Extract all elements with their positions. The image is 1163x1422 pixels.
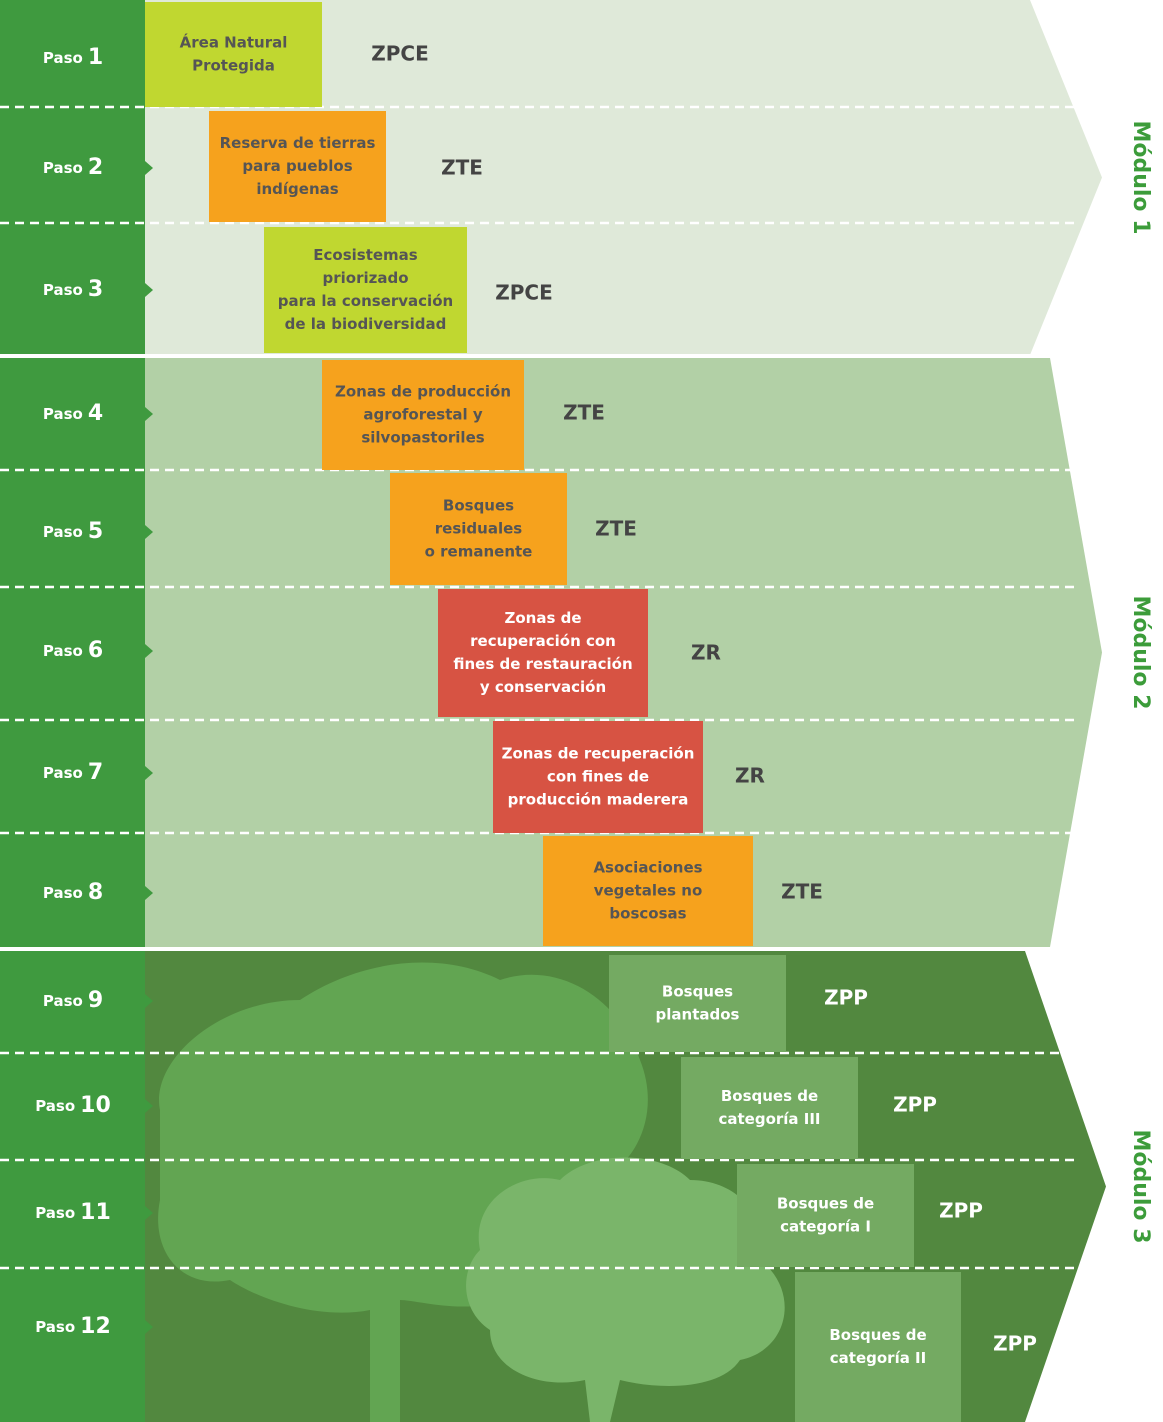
zone-text: Zonas de bbox=[504, 609, 581, 627]
zone-text: agroforestal y bbox=[363, 406, 483, 424]
zone-box bbox=[681, 1057, 858, 1159]
step-label: Paso 8 bbox=[43, 880, 103, 905]
step-word: Paso bbox=[43, 523, 83, 541]
zone-box bbox=[795, 1272, 961, 1422]
zone-text: residuales bbox=[435, 520, 522, 538]
zone-text: o remanente bbox=[425, 543, 533, 561]
step-label: Paso 7 bbox=[43, 760, 103, 785]
step-label: Paso 12 bbox=[35, 1314, 111, 1339]
step-word: Paso bbox=[43, 405, 83, 423]
zone-text: priorizado bbox=[322, 269, 408, 287]
step-label: Paso 3 bbox=[43, 277, 103, 302]
module-label: Módulo 2 bbox=[1128, 595, 1153, 709]
step-number: 4 bbox=[88, 401, 103, 426]
zone-text: con fines de bbox=[547, 768, 649, 786]
zone-text: categoría III bbox=[718, 1110, 820, 1128]
zone-text: Protegida bbox=[192, 57, 275, 75]
zone-text: para la conservación bbox=[278, 292, 453, 310]
zone-text: para pueblos bbox=[242, 157, 352, 175]
zone-box bbox=[609, 955, 786, 1052]
step-word: Paso bbox=[43, 764, 83, 782]
zone-text: y conservación bbox=[480, 678, 606, 696]
step-label: Paso 6 bbox=[43, 638, 103, 663]
step-label: Paso 10 bbox=[35, 1093, 111, 1118]
zone-text: producción maderera bbox=[508, 791, 689, 809]
step-label: Paso 5 bbox=[43, 519, 103, 544]
step-word: Paso bbox=[43, 49, 83, 67]
step-label: Paso 4 bbox=[43, 401, 103, 426]
step-word: Paso bbox=[35, 1318, 75, 1336]
step-word: Paso bbox=[43, 281, 83, 299]
step-number: 7 bbox=[88, 760, 103, 785]
zone-code: ZPP bbox=[993, 1332, 1037, 1356]
zone-text: Zonas de recuperación bbox=[502, 745, 695, 763]
zone-code: ZR bbox=[691, 641, 721, 665]
step-label: Paso 9 bbox=[43, 988, 103, 1013]
zone-text: Bosques de bbox=[829, 1326, 926, 1344]
module-label: Módulo 3 bbox=[1128, 1129, 1153, 1243]
module-label: Módulo 1 bbox=[1128, 120, 1153, 234]
zone-code: ZPP bbox=[824, 986, 868, 1010]
step-number: 8 bbox=[88, 880, 103, 905]
zone-text: categoría I bbox=[780, 1218, 871, 1236]
zone-code: ZTE bbox=[595, 517, 637, 541]
step-number: 12 bbox=[80, 1314, 111, 1339]
step-word: Paso bbox=[43, 884, 83, 902]
zone-text: vegetales no bbox=[594, 882, 703, 900]
step-word: Paso bbox=[43, 159, 83, 177]
zone-text: de la biodiversidad bbox=[285, 315, 447, 333]
zone-text: Bosques bbox=[443, 497, 514, 515]
zone-code: ZPP bbox=[893, 1093, 937, 1117]
zone-text: Bosques de bbox=[777, 1195, 874, 1213]
zone-text: plantados bbox=[656, 1006, 740, 1024]
step-word: Paso bbox=[43, 642, 83, 660]
zone-text: silvopastoriles bbox=[361, 429, 484, 447]
step-label: Paso 1 bbox=[43, 45, 103, 70]
zone-code: ZR bbox=[735, 764, 765, 788]
zone-code: ZTE bbox=[781, 880, 823, 904]
step-number: 2 bbox=[88, 155, 103, 180]
zone-text: Zonas de producción bbox=[335, 383, 511, 401]
step-label: Paso 11 bbox=[35, 1200, 111, 1225]
zone-text: Área Natural bbox=[180, 33, 288, 52]
zone-text: Reserva de tierras bbox=[220, 134, 376, 152]
zone-text: Bosques bbox=[662, 983, 733, 1001]
zone-text: Bosques de bbox=[721, 1087, 818, 1105]
zone-text: recuperación con bbox=[470, 632, 616, 650]
step-number: 9 bbox=[88, 988, 103, 1013]
step-number: 1 bbox=[88, 45, 103, 70]
zone-code: ZPCE bbox=[495, 281, 553, 305]
step-number: 6 bbox=[88, 638, 103, 663]
zone-code: ZTE bbox=[441, 156, 483, 180]
step-number: 10 bbox=[80, 1093, 111, 1118]
zone-text: Ecosistemas bbox=[313, 246, 418, 264]
zone-code: ZPP bbox=[939, 1199, 983, 1223]
step-word: Paso bbox=[35, 1097, 75, 1115]
zone-text: boscosas bbox=[609, 905, 686, 923]
step-word: Paso bbox=[43, 992, 83, 1010]
zone-box bbox=[145, 2, 322, 107]
zone-text: indígenas bbox=[256, 180, 338, 198]
zone-box bbox=[737, 1164, 914, 1267]
diagram: Módulo 1 Módulo 2 Módulo 3 Paso 1 Área Natura… bbox=[0, 0, 1163, 1422]
zone-text: fines de restauración bbox=[453, 655, 632, 673]
zone-text: categoría II bbox=[830, 1349, 926, 1367]
step-number: 5 bbox=[88, 519, 103, 544]
step-label: Paso 2 bbox=[43, 155, 103, 180]
zone-text: Asociaciones bbox=[593, 859, 702, 877]
zone-code: ZPCE bbox=[371, 42, 429, 66]
zone-code: ZTE bbox=[563, 401, 605, 425]
step-number: 11 bbox=[80, 1200, 111, 1225]
step-word: Paso bbox=[35, 1204, 75, 1222]
step-number: 3 bbox=[88, 277, 103, 302]
